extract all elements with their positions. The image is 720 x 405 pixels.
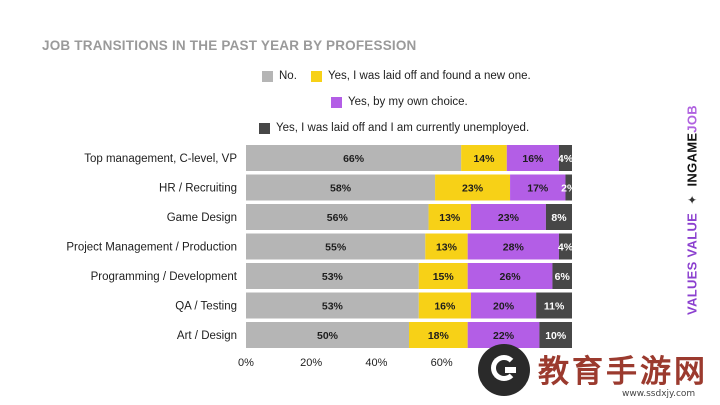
- bar-segment: [461, 145, 507, 171]
- bar-segment: [558, 145, 572, 171]
- data-label: 17%: [527, 183, 549, 195]
- bar-segment: [418, 292, 471, 319]
- data-label: 53%: [322, 271, 344, 283]
- category-label: Game Design: [167, 212, 237, 224]
- category-label: Project Management / Production: [66, 242, 237, 254]
- bar-segment: [246, 233, 426, 260]
- data-label: 58%: [330, 183, 352, 195]
- data-label: 16%: [522, 153, 544, 165]
- x-tick-label: 40%: [365, 357, 387, 369]
- bar-segment: [552, 263, 572, 289]
- bar-segment: [545, 204, 572, 230]
- data-label: 22%: [493, 330, 515, 342]
- bar-segment: [467, 233, 559, 260]
- data-label: 56%: [327, 212, 349, 224]
- legend-label: Yes, I was laid off and found a new one.: [328, 70, 531, 82]
- bar-segment: [425, 233, 468, 260]
- category-label: QA / Testing: [175, 301, 237, 313]
- data-label: 11%: [544, 301, 565, 313]
- bar-segment: [418, 263, 468, 289]
- data-label: 18%: [428, 330, 450, 342]
- x-tick-label: 0%: [238, 357, 254, 369]
- category-label: Top management, C-level, VP: [84, 153, 237, 165]
- legend-item-unemployed: Yes, I was laid off and I am currently u…: [259, 122, 529, 134]
- legend-swatch: [331, 96, 342, 108]
- data-label: 23%: [462, 183, 484, 195]
- data-label: 55%: [325, 242, 347, 254]
- brand-vertical: VALUES VALUE ✦ INGAME JOB: [685, 105, 700, 315]
- bar-segment: [246, 174, 436, 201]
- chart-title: JOB TRANSITIONS IN THE PAST YEAR BY PROF…: [42, 38, 417, 53]
- bar-segment: [467, 322, 540, 348]
- legend-item-own-choice: Yes, by my own choice.: [331, 96, 468, 108]
- bar-segment: [558, 233, 572, 260]
- category-label: Art / Design: [177, 330, 237, 342]
- data-label: 6%: [555, 271, 571, 283]
- legend-swatch: [262, 70, 273, 82]
- legend-item-laid-off-new-job: Yes, I was laid off and found a new one.: [311, 70, 531, 82]
- data-label: 4%: [558, 242, 574, 254]
- bar-segment: [467, 263, 553, 289]
- data-label: 50%: [317, 330, 339, 342]
- data-label: 8%: [551, 212, 567, 224]
- bar-segment: [409, 322, 468, 348]
- data-label: 15%: [433, 271, 455, 283]
- data-label: 13%: [436, 242, 458, 254]
- legend-swatch: [259, 122, 270, 134]
- category-label: Programming / Development: [91, 271, 238, 283]
- data-label: 16%: [434, 301, 456, 313]
- watermark-logo-icon: [478, 344, 530, 396]
- bar-segment: [246, 145, 462, 171]
- bar-segment: [470, 204, 546, 230]
- x-tick-label: 20%: [300, 357, 322, 369]
- legend-label: No.: [279, 70, 297, 82]
- brand-slogan: VALUES VALUE: [684, 212, 700, 315]
- legend-item-no: No.: [262, 70, 297, 82]
- watermark: 教育手游网 www.ssdxjy.com: [472, 340, 720, 405]
- data-label: 2%: [561, 183, 577, 195]
- brand-logo-accent: JOB: [684, 105, 700, 133]
- watermark-url: www.ssdxjy.com: [622, 389, 696, 399]
- legend-swatch: [311, 70, 322, 82]
- bar-segment: [246, 292, 419, 319]
- bar-segment: [536, 292, 572, 319]
- bar-segment: [539, 322, 572, 348]
- bar-segment: [470, 292, 537, 319]
- legend-label: Yes, I was laid off and I am currently u…: [276, 122, 530, 134]
- watermark-text: 教育手游网: [538, 354, 708, 390]
- bar-segment: [510, 174, 566, 201]
- data-label: 66%: [343, 153, 365, 165]
- data-label: 10%: [545, 330, 567, 342]
- data-label: 53%: [322, 301, 344, 313]
- x-tick-label: 60%: [431, 357, 453, 369]
- bar-segment: [428, 204, 471, 230]
- sparkle-icon: ✦: [685, 194, 699, 205]
- bar-segment: [246, 204, 429, 230]
- data-label: 14%: [473, 153, 495, 165]
- bar-segment: [246, 322, 409, 348]
- bar-segment: [565, 174, 572, 201]
- brand-logo-main: INGAME: [684, 132, 700, 187]
- data-label: 13%: [439, 212, 461, 224]
- data-label: 4%: [558, 153, 574, 165]
- data-label: 28%: [503, 242, 525, 254]
- bar-segment: [246, 263, 419, 289]
- legend-label: Yes, by my own choice.: [348, 96, 468, 108]
- bar-segment: [435, 174, 511, 201]
- data-label: 26%: [500, 271, 522, 283]
- bar-segment: [506, 145, 559, 171]
- data-label: 20%: [493, 301, 515, 313]
- category-label: HR / Recruiting: [159, 183, 237, 195]
- data-label: 23%: [498, 212, 520, 224]
